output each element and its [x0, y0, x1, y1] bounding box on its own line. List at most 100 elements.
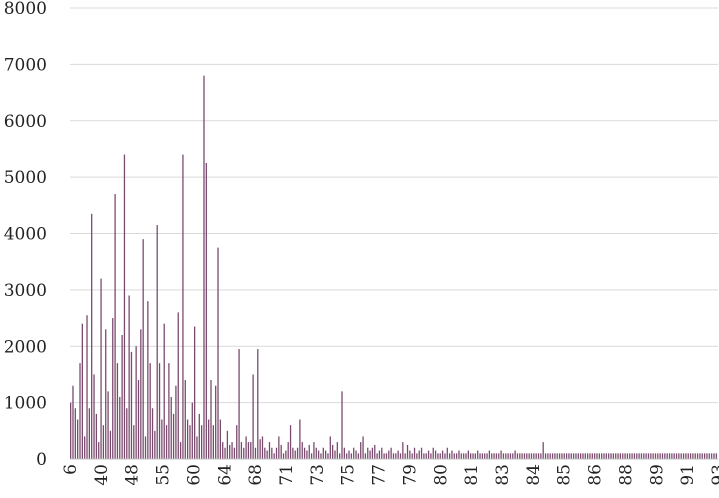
x-tick-label: 75: [339, 464, 359, 486]
bar: [114, 194, 116, 460]
bar: [556, 453, 558, 459]
bar: [224, 447, 226, 459]
bar: [336, 442, 338, 459]
bar: [710, 453, 713, 459]
bar: [477, 450, 479, 459]
y-tick-label: 0: [36, 450, 47, 470]
y-axis-ticks: 8000 7000 6000 5000 4000 3000 2000 1000 0: [4, 0, 47, 470]
bar: [196, 436, 198, 459]
bar: [369, 450, 371, 459]
bar: [278, 436, 280, 459]
bar: [163, 323, 165, 459]
bar: [561, 453, 563, 459]
bar: [247, 442, 250, 459]
bar: [650, 453, 652, 459]
bar: [383, 453, 385, 459]
y-tick-label: 3000: [4, 281, 47, 301]
bar: [346, 453, 348, 459]
bar: [692, 453, 694, 459]
bar: [673, 453, 675, 459]
bar: [591, 453, 593, 459]
bar: [575, 453, 577, 459]
bar: [659, 453, 661, 459]
bar: [682, 453, 685, 459]
bar: [315, 447, 317, 459]
bar: [640, 453, 643, 459]
bar: [519, 453, 521, 459]
bar: [156, 225, 158, 459]
bar: [348, 450, 350, 459]
bar: [512, 453, 514, 459]
bar: [535, 453, 537, 459]
bar: [491, 453, 493, 459]
bar: [402, 442, 404, 459]
bar: [240, 442, 243, 459]
bar: [147, 301, 149, 459]
bar: [605, 453, 607, 459]
bar: [509, 453, 512, 459]
bar: [645, 453, 647, 459]
bar: [713, 453, 715, 459]
bar: [715, 453, 717, 459]
bar: [182, 154, 184, 459]
bar: [664, 453, 666, 459]
x-tick-label: 79: [400, 464, 420, 486]
bar: [500, 450, 502, 459]
bar: [657, 453, 659, 459]
x-tick-label: 64: [215, 464, 235, 486]
bar: [444, 453, 446, 459]
bar: [537, 453, 540, 459]
bar: [484, 453, 486, 459]
bar: [112, 318, 114, 459]
bars: [70, 75, 717, 460]
bar: [465, 453, 467, 459]
x-tick-label: 88: [616, 464, 636, 486]
bar: [161, 419, 163, 459]
bar: [109, 430, 112, 459]
bar: [88, 408, 90, 459]
bar: [322, 447, 324, 459]
bar: [320, 453, 322, 459]
bar: [177, 312, 179, 459]
bar: [266, 450, 268, 459]
bar: [280, 444, 282, 459]
bar: [254, 447, 257, 459]
bar: [222, 442, 224, 459]
bar: [608, 453, 610, 459]
bar: [203, 75, 205, 460]
bar: [303, 447, 306, 459]
bar: [441, 450, 444, 459]
bar: [100, 278, 102, 459]
bar: [229, 444, 231, 459]
bar: [205, 163, 207, 459]
bar: [427, 450, 430, 459]
bar: [547, 453, 549, 459]
bar: [488, 450, 491, 459]
bar: [675, 453, 678, 459]
bar: [622, 453, 624, 459]
bar: [84, 436, 86, 459]
bar: [158, 363, 161, 459]
bar: [598, 453, 600, 459]
bar: [271, 447, 273, 459]
bar: [540, 453, 542, 459]
bar: [612, 453, 615, 459]
bar: [694, 453, 696, 459]
bar: [385, 453, 388, 459]
bar: [521, 453, 523, 459]
bar: [165, 425, 168, 459]
bar: [259, 439, 261, 459]
bar: [572, 453, 575, 459]
bar: [142, 239, 144, 459]
bar: [170, 396, 172, 459]
bar: [133, 425, 135, 459]
bar: [582, 453, 584, 459]
bar: [671, 453, 673, 459]
bar: [362, 436, 364, 459]
x-tick-label: 6: [61, 464, 81, 475]
x-tick-label: 40: [92, 464, 112, 486]
bar: [460, 453, 462, 459]
y-tick-label: 2000: [4, 337, 47, 357]
bar: [533, 453, 535, 459]
x-tick-label: 48: [123, 464, 143, 486]
